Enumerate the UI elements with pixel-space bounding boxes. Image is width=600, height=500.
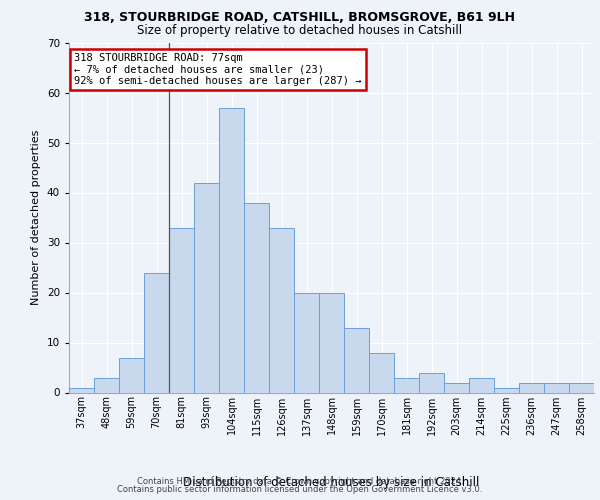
Bar [169, 228, 194, 392]
Bar [244, 202, 269, 392]
Bar [444, 382, 469, 392]
Bar [69, 388, 94, 392]
Bar [294, 292, 319, 392]
Text: Contains HM Land Registry data © Crown copyright and database right 2024.: Contains HM Land Registry data © Crown c… [137, 477, 463, 486]
Text: 318, STOURBRIDGE ROAD, CATSHILL, BROMSGROVE, B61 9LH: 318, STOURBRIDGE ROAD, CATSHILL, BROMSGR… [85, 11, 515, 24]
Bar [119, 358, 144, 392]
Bar [469, 378, 494, 392]
Bar [394, 378, 419, 392]
Bar [494, 388, 519, 392]
Bar [519, 382, 544, 392]
Text: Contains public sector information licensed under the Open Government Licence v3: Contains public sector information licen… [118, 485, 482, 494]
Bar [219, 108, 244, 393]
Bar [194, 182, 219, 392]
Text: 318 STOURBRIDGE ROAD: 77sqm
← 7% of detached houses are smaller (23)
92% of semi: 318 STOURBRIDGE ROAD: 77sqm ← 7% of deta… [74, 53, 362, 86]
Bar [569, 382, 594, 392]
Bar [269, 228, 294, 392]
Bar [369, 352, 394, 393]
Bar [144, 272, 169, 392]
Bar [319, 292, 344, 392]
Text: Size of property relative to detached houses in Catshill: Size of property relative to detached ho… [137, 24, 463, 37]
Bar [94, 378, 119, 392]
X-axis label: Distribution of detached houses by size in Catshill: Distribution of detached houses by size … [184, 476, 479, 490]
Bar [544, 382, 569, 392]
Bar [419, 372, 444, 392]
Bar [344, 328, 369, 392]
Y-axis label: Number of detached properties: Number of detached properties [31, 130, 41, 305]
